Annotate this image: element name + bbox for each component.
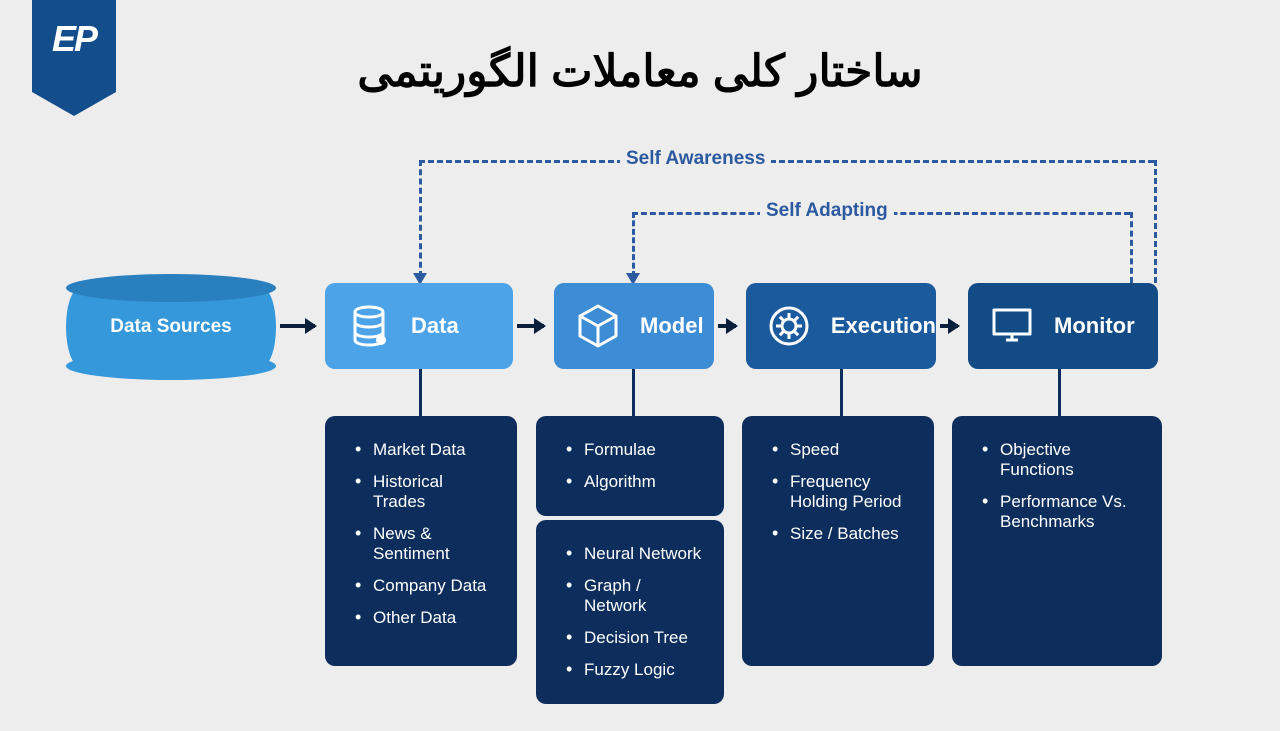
- diagram-stage: Self Awareness Self Adapting Data Sources D…: [0, 140, 1280, 720]
- connector-vline: [632, 369, 635, 416]
- database-icon: [343, 300, 395, 352]
- detail-item: Objective Functions: [982, 434, 1142, 486]
- feedback-adapting-right: [1130, 212, 1133, 283]
- feedback-adapting-left: [632, 212, 635, 277]
- detail-item: Algorithm: [566, 466, 704, 498]
- detail-card-model: FormulaeAlgorithm: [536, 416, 724, 516]
- flow-arrow: [718, 324, 736, 328]
- detail-list: FormulaeAlgorithm: [566, 434, 704, 498]
- detail-list: Market DataHistorical TradesNews & Senti…: [355, 434, 497, 634]
- detail-item: Graph / Network: [566, 570, 704, 622]
- detail-item: Decision Tree: [566, 622, 704, 654]
- detail-item: Neural Network: [566, 538, 704, 570]
- detail-card-monitor: Objective FunctionsPerformance Vs. Bench…: [952, 416, 1162, 666]
- detail-item: Other Data: [355, 602, 497, 634]
- feedback-label-adapting: Self Adapting: [760, 200, 894, 222]
- stage-box-model: Model: [554, 283, 714, 369]
- detail-card-execution: SpeedFrequency Holding PeriodSize / Batc…: [742, 416, 934, 666]
- stage-box-label-model: Model: [640, 313, 704, 339]
- detail-item: Size / Batches: [772, 518, 914, 550]
- detail-item: Speed: [772, 434, 914, 466]
- connector-vline: [840, 369, 843, 416]
- stage-box-monitor: Monitor: [968, 283, 1158, 369]
- detail-item: Company Data: [355, 570, 497, 602]
- detail-item: Fuzzy Logic: [566, 654, 704, 686]
- detail-item: Market Data: [355, 434, 497, 466]
- stage-box-label-data: Data: [411, 313, 459, 339]
- data-sources-label: Data Sources: [66, 316, 276, 338]
- detail-item: Formulae: [566, 434, 704, 466]
- flow-arrow: [517, 324, 544, 328]
- feedback-awareness-right: [1154, 160, 1157, 283]
- flow-arrow: [280, 324, 315, 328]
- detail-item: Performance Vs. Benchmarks: [982, 486, 1142, 538]
- detail-item: Frequency Holding Period: [772, 466, 914, 518]
- page-title: ساختار کلی معاملات الگوریتمی: [0, 46, 1280, 97]
- screen-icon: [986, 300, 1038, 352]
- feedback-awareness-left: [419, 160, 422, 277]
- stage-box-execution: Execution: [746, 283, 936, 369]
- flow-arrow: [940, 324, 958, 328]
- feedback-awareness-top: [419, 160, 1154, 163]
- stage-box-data: Data: [325, 283, 513, 369]
- connector-vline: [419, 369, 422, 416]
- detail-card-model2: Neural NetworkGraph / NetworkDecision Tr…: [536, 520, 724, 704]
- detail-item: News & Sentiment: [355, 518, 497, 570]
- stage-box-label-execution: Execution: [831, 313, 936, 339]
- detail-list: SpeedFrequency Holding PeriodSize / Batc…: [772, 434, 914, 550]
- connector-vline: [1058, 369, 1061, 416]
- cube-icon: [572, 300, 624, 352]
- detail-card-data: Market DataHistorical TradesNews & Senti…: [325, 416, 517, 666]
- stage-box-label-monitor: Monitor: [1054, 313, 1135, 339]
- gear-icon: [764, 300, 815, 352]
- feedback-label-awareness: Self Awareness: [620, 148, 771, 170]
- detail-list: Objective FunctionsPerformance Vs. Bench…: [982, 434, 1142, 538]
- detail-item: Historical Trades: [355, 466, 497, 518]
- detail-list: Neural NetworkGraph / NetworkDecision Tr…: [566, 538, 704, 686]
- data-sources-cylinder: Data Sources: [66, 288, 276, 366]
